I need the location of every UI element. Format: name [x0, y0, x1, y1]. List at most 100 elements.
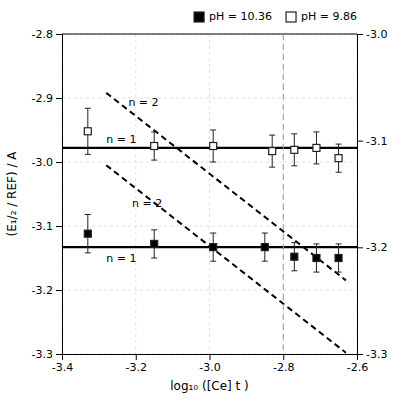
- tick-label: -3.2: [126, 361, 147, 374]
- legend-swatch: [286, 12, 296, 22]
- series: [84, 214, 342, 272]
- tick: -3.2: [357, 241, 387, 254]
- tick-mark: [56, 354, 62, 355]
- y2-axis: -3.3 -3.2 -3.1 -3.0: [357, 28, 387, 361]
- tick-mark: [56, 226, 62, 227]
- tick-mark: [283, 354, 284, 360]
- point: [313, 255, 320, 262]
- grid-line-y: [62, 162, 357, 163]
- tick-mark: [210, 354, 211, 360]
- tick-mark: [56, 162, 62, 163]
- tick-label: -3.0: [199, 361, 220, 374]
- tick: -3.3: [357, 348, 387, 361]
- error-bar: [210, 233, 216, 261]
- tick-label: -2.6: [347, 361, 368, 374]
- tick: -2.8: [32, 28, 62, 41]
- reference-line: [283, 34, 284, 354]
- legend-swatch: [194, 12, 204, 22]
- tick-label: -3.4: [52, 361, 73, 374]
- point: [151, 143, 158, 150]
- point: [291, 253, 298, 260]
- y-axis: -3.3 -3.2 -3.1 -3.0 -2.9 -2.8: [32, 28, 63, 361]
- point: [313, 144, 320, 151]
- error-bar: [269, 135, 275, 167]
- tick-label: -3.1: [366, 135, 387, 148]
- point: [151, 240, 158, 247]
- annotations: n = 1 n = 2 n = 1 n = 2: [106, 96, 162, 265]
- plot: -3.4-3.2-3.0-2.8-2.6-3.3-3.2-3.1-3.0-2.9…: [32, 28, 388, 374]
- tick-mark: [357, 247, 363, 248]
- grid-line-y: [62, 290, 357, 291]
- grid-line-y: [62, 34, 357, 35]
- guide-line: [106, 93, 346, 281]
- annotation: n = 1: [106, 252, 136, 265]
- guide-line: [106, 165, 346, 353]
- tick-label: -3.3: [366, 348, 387, 361]
- annotation: n = 2: [128, 96, 158, 109]
- point: [210, 244, 217, 251]
- tick-label: -3.2: [366, 241, 387, 254]
- tick-mark: [56, 290, 62, 291]
- error-bar: [313, 132, 319, 164]
- legend-label: pH = 9.86: [301, 10, 357, 23]
- error-bar: [262, 233, 268, 261]
- tick-label: -3.1: [32, 220, 53, 233]
- error-bar: [336, 244, 342, 272]
- tick: -3.0: [199, 354, 220, 374]
- legend-item: pH = 10.36: [194, 10, 272, 23]
- tick: -3.0: [32, 156, 62, 169]
- tick: -3.2: [32, 284, 62, 297]
- frame: [62, 34, 357, 35]
- tick-label: -3.3: [32, 348, 53, 361]
- tick-label: -2.8: [32, 28, 53, 41]
- error-bar: [291, 243, 297, 271]
- error-bar: [151, 230, 157, 258]
- tick: -3.1: [32, 220, 62, 233]
- point: [84, 128, 91, 135]
- point: [84, 230, 91, 237]
- grid: [62, 34, 357, 354]
- grid-line-y: [62, 226, 357, 227]
- tick-mark: [56, 34, 62, 35]
- legend: pH = 10.36 pH = 9.86: [194, 10, 357, 23]
- tick: -3.3: [32, 348, 62, 361]
- point: [335, 255, 342, 262]
- tick: -3.2: [126, 354, 147, 374]
- tick-mark: [357, 141, 363, 142]
- tick-label: -2.9: [32, 92, 53, 105]
- error-bar: [151, 132, 157, 160]
- annotation: n = 1: [106, 133, 136, 146]
- point: [269, 148, 276, 155]
- error-bar: [291, 134, 297, 166]
- grid-line-x: [135, 34, 136, 354]
- axis-line: [358, 35, 364, 355]
- annotation: n = 2: [132, 197, 162, 210]
- tick: -2.6: [347, 354, 368, 374]
- tick-label: -3.0: [32, 156, 53, 169]
- y-axis-title: (E₁/₂ / REF) / A: [5, 151, 19, 237]
- legend-item: pH = 9.86: [286, 10, 357, 23]
- point: [261, 244, 268, 251]
- tick-label: -3.0: [366, 28, 387, 41]
- grid-line-y: [62, 98, 357, 99]
- error-bar: [336, 144, 342, 172]
- error-bar: [85, 214, 91, 252]
- grid-line-x: [283, 34, 284, 354]
- grid-line-x: [209, 34, 210, 354]
- tick: -2.8: [273, 354, 294, 374]
- error-bar: [85, 108, 91, 154]
- axis-line: [63, 355, 358, 361]
- tick-mark: [357, 354, 363, 355]
- axis-line: [56, 35, 63, 355]
- tick-label: -2.8: [273, 361, 294, 374]
- tick-mark: [357, 34, 363, 35]
- x-axis: -3.4 -3.2 -3.0 -2.8 -2.6: [52, 354, 368, 374]
- tick: -3.4: [52, 354, 73, 374]
- tick-mark: [56, 98, 62, 99]
- tick: -2.9: [32, 92, 62, 105]
- series: [84, 108, 342, 172]
- error-bar: [210, 130, 216, 162]
- tick: -3.0: [357, 28, 387, 41]
- error-bar: [313, 244, 319, 272]
- x-axis-title: log₁₀ ([Ce] t ): [170, 379, 249, 393]
